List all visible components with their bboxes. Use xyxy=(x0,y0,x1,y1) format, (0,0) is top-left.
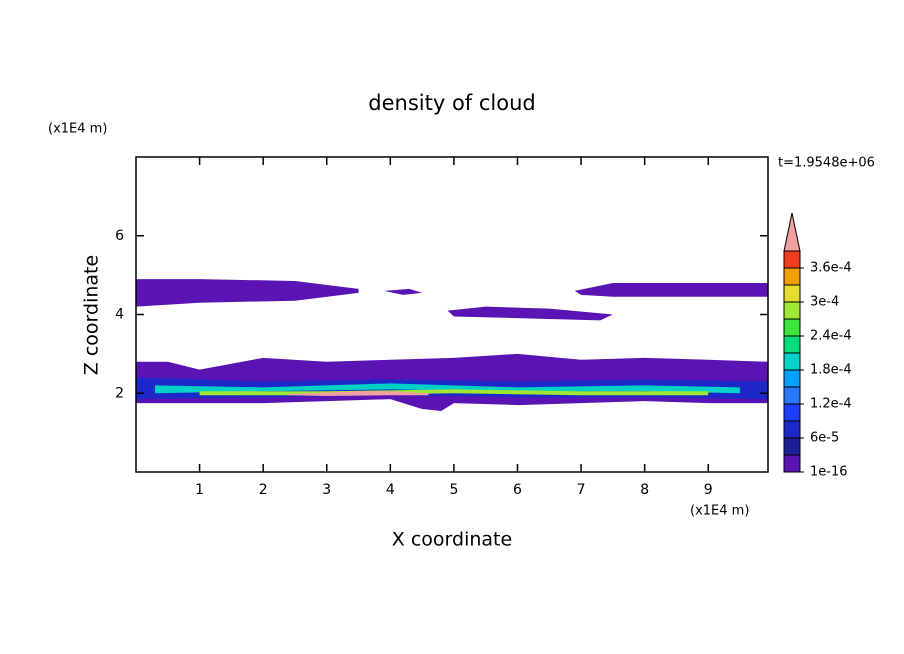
colorbar-box xyxy=(783,369,801,388)
colorbar-box xyxy=(783,335,801,354)
colorbar-box xyxy=(783,301,801,320)
y-tick-label: 6 xyxy=(115,228,124,244)
x-tick-label: 7 xyxy=(577,482,586,498)
chart-title: density of cloud xyxy=(368,91,535,115)
x-tick-label: 9 xyxy=(704,482,713,498)
colorbar-label: 1e-16 xyxy=(810,465,848,480)
colorbar-box xyxy=(783,386,801,405)
x-tick-label: 2 xyxy=(259,482,268,498)
colorbar-triangle xyxy=(783,212,801,252)
y-tick-label: 4 xyxy=(115,307,124,323)
colorbar-label: 2.4e-4 xyxy=(810,329,852,344)
x-tick-label: 4 xyxy=(386,482,395,498)
colorbar-box xyxy=(783,437,801,456)
x-tick-label: 6 xyxy=(513,482,522,498)
colorbar-box xyxy=(783,318,801,337)
x-axis-label: X coordinate xyxy=(392,529,512,551)
contour-region xyxy=(136,279,359,307)
time-label: t=1.9548e+06 xyxy=(778,156,875,171)
contour-region xyxy=(383,288,423,295)
colorbar-label: 3.6e-4 xyxy=(810,261,852,276)
colorbar-label: 6e-5 xyxy=(810,431,839,446)
colorbar-label: 1.2e-4 xyxy=(810,397,852,412)
contour-region xyxy=(574,283,768,297)
colorbar-box xyxy=(783,284,801,303)
colorbar-box xyxy=(783,420,801,439)
y-unit: (x1E4 m) xyxy=(48,122,107,137)
colorbar-box xyxy=(783,454,801,473)
contour-region xyxy=(447,306,613,321)
y-axis-label: Z coordinate xyxy=(81,255,103,375)
x-tick-label: 8 xyxy=(640,482,649,498)
colorbar-label: 1.8e-4 xyxy=(810,363,852,378)
colorbar-box xyxy=(783,250,801,269)
colorbar-box xyxy=(783,352,801,371)
colorbar-box xyxy=(783,403,801,422)
x-tick-label: 3 xyxy=(322,482,331,498)
colorbar-box xyxy=(783,267,801,286)
y-tick-label: 2 xyxy=(115,385,124,401)
colorbar-label: 3e-4 xyxy=(810,295,839,310)
x-tick-label: 5 xyxy=(449,482,458,498)
x-unit: (x1E4 m) xyxy=(690,504,749,519)
contour-region xyxy=(155,383,741,394)
contour-region xyxy=(288,391,429,397)
x-tick-label: 1 xyxy=(195,482,204,498)
